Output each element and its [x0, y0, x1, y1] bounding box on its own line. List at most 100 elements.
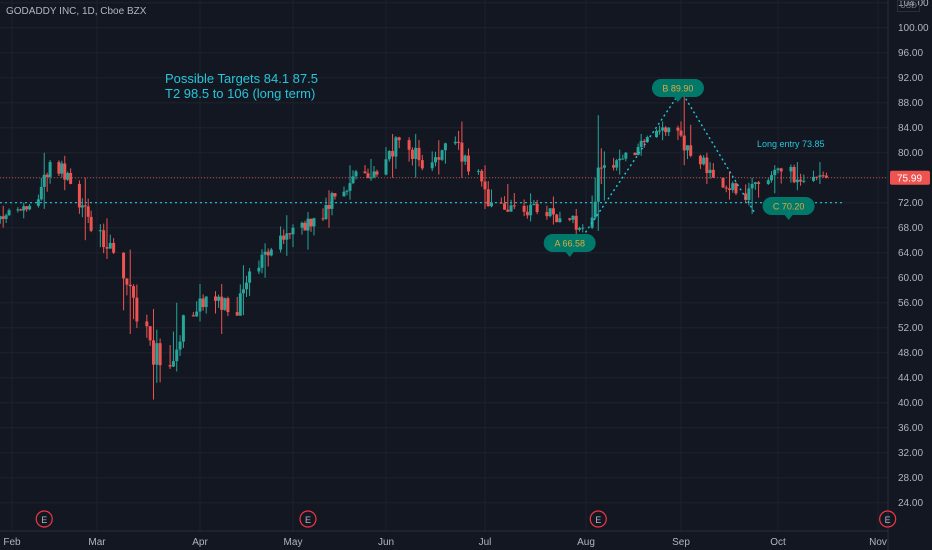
time-tick-label: Mar: [88, 537, 106, 548]
last-price-badge: [890, 170, 930, 185]
time-tick-label: Aug: [577, 537, 595, 548]
candle-body: [420, 160, 424, 169]
point-labels: A 66.58 B 89.90 C 70.20: [543, 79, 815, 257]
candle-body: [612, 165, 616, 168]
candle-body: [77, 183, 81, 208]
candle-body: [282, 235, 286, 240]
targets-note: Possible Targets 84.1 87.5 T2 98.5 to 10…: [165, 71, 318, 101]
price-tick-label: 96.00: [898, 48, 923, 59]
candle-body: [503, 203, 507, 210]
candle-body: [744, 193, 748, 200]
candle-body: [593, 201, 597, 218]
candle-body: [776, 168, 780, 170]
candle-body: [57, 162, 61, 174]
candle-body: [658, 130, 662, 132]
earnings-marker-label: E: [41, 515, 47, 525]
label-a-tail: [565, 252, 574, 257]
candle-body: [312, 218, 316, 227]
price-tick-label: 100.00: [898, 23, 929, 34]
time-tick-label: Sep: [672, 537, 690, 548]
candle-body: [195, 311, 199, 317]
candle-body: [685, 145, 689, 151]
candle-body: [19, 209, 23, 211]
candle-body: [263, 251, 267, 255]
time-axis[interactable]: Feb Mar Apr May Jun Jul Aug Sep Oct Nov: [3, 537, 887, 548]
price-tick-label: 84.00: [898, 123, 923, 134]
price-tick-label: 68.00: [898, 223, 923, 234]
candle-body: [28, 205, 32, 210]
candle-body: [148, 326, 152, 341]
candle-body: [818, 175, 822, 177]
candle-body: [42, 174, 46, 187]
candle-body: [248, 271, 252, 283]
candle-body: [766, 180, 770, 184]
candle-body: [789, 166, 793, 172]
candle-body: [372, 171, 376, 178]
candle-body: [667, 127, 671, 133]
candle-body: [330, 193, 334, 209]
candle-body: [535, 203, 539, 213]
candle-body: [108, 242, 112, 249]
candle-body: [525, 211, 529, 216]
time-tick-label: Jul: [479, 537, 492, 548]
candle-body: [86, 206, 90, 217]
candle-body: [333, 193, 337, 197]
candle-body: [773, 169, 777, 176]
long-entry-note: Long entry 73.85: [757, 139, 825, 149]
price-axis[interactable]: 24.00 28.00 32.00 36.00 40.00 44.00 48.00 52.00…: [890, 0, 930, 509]
candle-body: [734, 183, 738, 194]
candle-body: [414, 147, 418, 159]
candle-body: [260, 254, 264, 268]
price-tick-label: 92.00: [898, 73, 923, 84]
time-tick-label: May: [284, 537, 303, 548]
price-tick-label: 28.00: [898, 473, 923, 484]
label-a-text: A 66.58: [554, 239, 585, 249]
candle-body: [214, 296, 217, 301]
candle-body: [467, 155, 470, 172]
candle-body: [387, 151, 391, 160]
candle-body: [39, 186, 43, 200]
price-tick-label: 52.00: [898, 323, 923, 334]
earnings-marker-label: E: [595, 515, 601, 525]
candle-body: [145, 321, 149, 327]
candle-body: [269, 249, 273, 256]
candle-body: [25, 206, 29, 210]
symbol-title[interactable]: GODADDY INC, 1D, Cboe BZX: [6, 6, 147, 17]
candle-body: [618, 158, 622, 161]
candle-body: [555, 214, 559, 223]
candle-body: [245, 282, 248, 290]
candle-body: [241, 289, 245, 294]
candle-body: [155, 343, 159, 365]
candle-body: [220, 296, 224, 310]
candle-body: [437, 157, 441, 160]
price-tick-label: 80.00: [898, 148, 923, 159]
candle-body: [529, 204, 533, 216]
price-tick-label: 72.00: [898, 198, 923, 209]
candle-body: [679, 130, 683, 136]
abc-pattern-line: [582, 89, 756, 237]
candle-body: [394, 137, 398, 157]
candle-body: [779, 168, 783, 172]
abc-pattern: [582, 89, 756, 237]
candle-body: [440, 150, 444, 160]
candle-body: [705, 157, 709, 174]
candle-body: [506, 209, 510, 212]
candle-body: [375, 171, 379, 175]
price-tick-label: 40.00: [898, 398, 923, 409]
candle-body: [499, 202, 503, 204]
candle-body: [574, 215, 578, 230]
candle-body: [624, 152, 628, 159]
candle-body: [226, 298, 230, 313]
candle-body: [201, 298, 205, 308]
last-price-label: 75.99: [897, 173, 922, 184]
candle-body: [602, 165, 606, 168]
candle-body: [676, 127, 680, 131]
candle-body: [460, 142, 464, 162]
candle-body: [571, 215, 575, 220]
candle-body: [757, 182, 761, 184]
candle-body: [708, 169, 712, 174]
label-c-text: C 70.20: [773, 202, 805, 212]
candle-body: [430, 162, 434, 169]
